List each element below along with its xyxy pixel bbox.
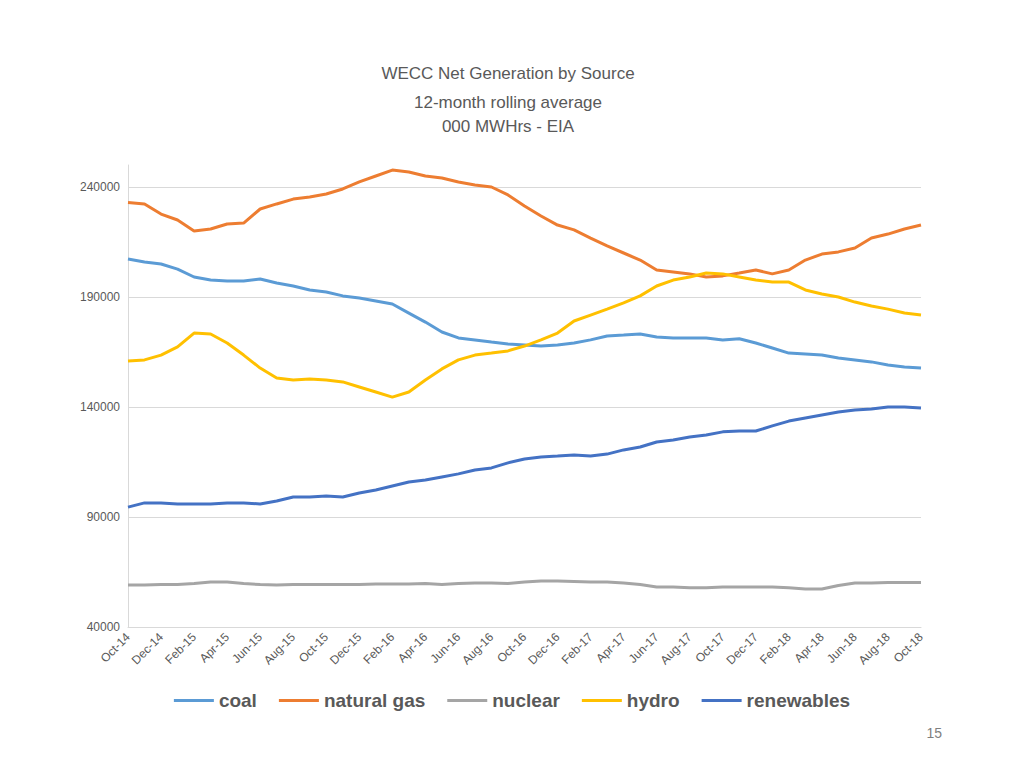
svg-text:Oct-14: Oct-14 (98, 630, 134, 666)
svg-text:renewables: renewables (747, 690, 851, 711)
svg-text:Aug-16: Aug-16 (459, 630, 496, 667)
svg-text:Feb-16: Feb-16 (361, 630, 398, 667)
svg-text:Feb-18: Feb-18 (757, 630, 794, 667)
svg-text:Oct-18: Oct-18 (891, 630, 927, 666)
svg-text:Apr-18: Apr-18 (791, 630, 827, 666)
svg-text:coal: coal (219, 690, 257, 711)
svg-text:Apr-17: Apr-17 (593, 630, 629, 666)
svg-text:Dec-14: Dec-14 (129, 630, 166, 667)
svg-text:12-month rolling average: 12-month rolling average (414, 93, 602, 112)
svg-text:Jun-16: Jun-16 (428, 630, 464, 666)
svg-text:Apr-16: Apr-16 (395, 630, 431, 666)
svg-text:240000: 240000 (80, 180, 120, 194)
svg-text:Feb-17: Feb-17 (559, 630, 596, 667)
svg-text:Jun-17: Jun-17 (626, 630, 662, 666)
svg-text:Aug-15: Aug-15 (261, 630, 298, 667)
svg-text:15: 15 (926, 725, 942, 741)
svg-text:Aug-18: Aug-18 (856, 630, 893, 667)
svg-text:Oct-15: Oct-15 (296, 630, 332, 666)
svg-text:WECC Net Generation by Source: WECC Net Generation by Source (381, 64, 634, 83)
svg-text:Dec-15: Dec-15 (327, 630, 364, 667)
svg-text:40000: 40000 (87, 620, 121, 634)
svg-text:Oct-17: Oct-17 (692, 630, 728, 666)
svg-text:Aug-17: Aug-17 (657, 630, 694, 667)
svg-text:140000: 140000 (80, 400, 120, 414)
svg-text:hydro: hydro (627, 690, 680, 711)
svg-text:Dec-17: Dec-17 (724, 630, 761, 667)
svg-text:nuclear: nuclear (492, 690, 560, 711)
svg-text:natural gas: natural gas (324, 690, 425, 711)
svg-text:Apr-15: Apr-15 (197, 630, 233, 666)
svg-text:Jun-15: Jun-15 (229, 630, 265, 666)
svg-text:190000: 190000 (80, 290, 120, 304)
svg-text:90000: 90000 (87, 510, 121, 524)
svg-text:000 MWHrs - EIA: 000 MWHrs - EIA (442, 117, 575, 136)
svg-text:Dec-16: Dec-16 (525, 630, 562, 667)
svg-text:Feb-15: Feb-15 (162, 630, 199, 667)
svg-text:Oct-16: Oct-16 (494, 630, 530, 666)
svg-text:Jun-18: Jun-18 (824, 630, 860, 666)
